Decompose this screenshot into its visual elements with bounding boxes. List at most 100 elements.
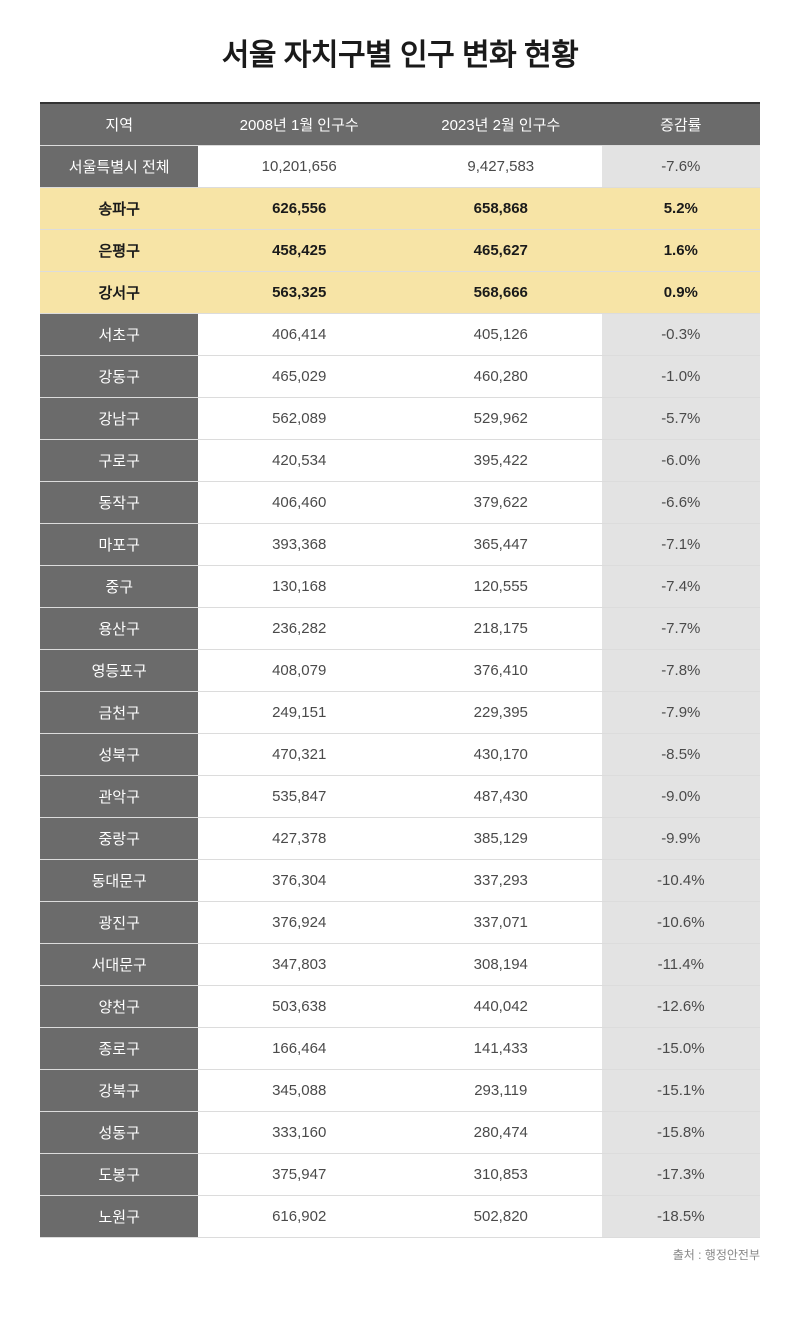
cell-change: -17.3% — [602, 1153, 760, 1195]
table-row: 은평구458,425465,6271.6% — [40, 229, 760, 271]
table-row: 도봉구375,947310,853-17.3% — [40, 1153, 760, 1195]
cell-pop2008: 249,151 — [198, 691, 400, 733]
cell-change: -9.9% — [602, 817, 760, 859]
cell-pop2023: 460,280 — [400, 355, 602, 397]
cell-pop2023: 120,555 — [400, 565, 602, 607]
cell-region: 도봉구 — [40, 1153, 198, 1195]
cell-region: 영등포구 — [40, 649, 198, 691]
cell-region: 성동구 — [40, 1111, 198, 1153]
cell-pop2008: 406,460 — [198, 481, 400, 523]
cell-region: 은평구 — [40, 229, 198, 271]
cell-pop2023: 337,293 — [400, 859, 602, 901]
cell-pop2008: 406,414 — [198, 313, 400, 355]
cell-pop2023: 376,410 — [400, 649, 602, 691]
cell-change: -7.7% — [602, 607, 760, 649]
cell-change: -15.0% — [602, 1027, 760, 1069]
cell-pop2008: 503,638 — [198, 985, 400, 1027]
cell-region: 마포구 — [40, 523, 198, 565]
cell-pop2008: 376,304 — [198, 859, 400, 901]
cell-region: 서울특별시 전체 — [40, 145, 198, 187]
cell-region: 중구 — [40, 565, 198, 607]
cell-change: -7.4% — [602, 565, 760, 607]
cell-region: 강북구 — [40, 1069, 198, 1111]
cell-region: 관악구 — [40, 775, 198, 817]
table-row: 양천구503,638440,042-12.6% — [40, 985, 760, 1027]
cell-change: 0.9% — [602, 271, 760, 313]
col-change: 증감률 — [602, 103, 760, 145]
cell-pop2023: 337,071 — [400, 901, 602, 943]
cell-change: -6.6% — [602, 481, 760, 523]
cell-change: -10.6% — [602, 901, 760, 943]
cell-pop2023: 293,119 — [400, 1069, 602, 1111]
cell-change: -15.8% — [602, 1111, 760, 1153]
source-label: 출처 : 행정안전부 — [40, 1246, 760, 1263]
table-row: 용산구236,282218,175-7.7% — [40, 607, 760, 649]
cell-change: -8.5% — [602, 733, 760, 775]
col-region: 지역 — [40, 103, 198, 145]
cell-region: 용산구 — [40, 607, 198, 649]
table-row: 강동구465,029460,280-1.0% — [40, 355, 760, 397]
table-row: 동작구406,460379,622-6.6% — [40, 481, 760, 523]
cell-pop2008: 166,464 — [198, 1027, 400, 1069]
cell-pop2008: 375,947 — [198, 1153, 400, 1195]
cell-change: -9.0% — [602, 775, 760, 817]
cell-pop2023: 465,627 — [400, 229, 602, 271]
cell-pop2008: 562,089 — [198, 397, 400, 439]
table-row: 중구130,168120,555-7.4% — [40, 565, 760, 607]
table-row: 성동구333,160280,474-15.8% — [40, 1111, 760, 1153]
header-row: 지역 2008년 1월 인구수 2023년 2월 인구수 증감률 — [40, 103, 760, 145]
cell-pop2023: 568,666 — [400, 271, 602, 313]
population-table: 지역 2008년 1월 인구수 2023년 2월 인구수 증감률 서울특별시 전… — [40, 102, 760, 1238]
cell-pop2023: 229,395 — [400, 691, 602, 733]
col-pop2023: 2023년 2월 인구수 — [400, 103, 602, 145]
cell-region: 종로구 — [40, 1027, 198, 1069]
table-row: 금천구249,151229,395-7.9% — [40, 691, 760, 733]
col-pop2008: 2008년 1월 인구수 — [198, 103, 400, 145]
cell-region: 강서구 — [40, 271, 198, 313]
cell-pop2023: 440,042 — [400, 985, 602, 1027]
cell-pop2008: 393,368 — [198, 523, 400, 565]
table-row: 서대문구347,803308,194-11.4% — [40, 943, 760, 985]
table-row: 구로구420,534395,422-6.0% — [40, 439, 760, 481]
table-row: 서초구406,414405,126-0.3% — [40, 313, 760, 355]
cell-change: -0.3% — [602, 313, 760, 355]
cell-region: 양천구 — [40, 985, 198, 1027]
cell-change: -10.4% — [602, 859, 760, 901]
cell-region: 서초구 — [40, 313, 198, 355]
cell-change: -6.0% — [602, 439, 760, 481]
table-row: 강남구562,089529,962-5.7% — [40, 397, 760, 439]
table-row: 서울특별시 전체10,201,6569,427,583-7.6% — [40, 145, 760, 187]
table-row: 영등포구408,079376,410-7.8% — [40, 649, 760, 691]
cell-pop2008: 563,325 — [198, 271, 400, 313]
cell-pop2008: 236,282 — [198, 607, 400, 649]
cell-pop2023: 405,126 — [400, 313, 602, 355]
cell-pop2023: 218,175 — [400, 607, 602, 649]
cell-pop2023: 487,430 — [400, 775, 602, 817]
cell-pop2008: 458,425 — [198, 229, 400, 271]
cell-change: -11.4% — [602, 943, 760, 985]
cell-change: 5.2% — [602, 187, 760, 229]
cell-region: 동대문구 — [40, 859, 198, 901]
cell-region: 중랑구 — [40, 817, 198, 859]
cell-pop2023: 658,868 — [400, 187, 602, 229]
cell-pop2008: 470,321 — [198, 733, 400, 775]
cell-pop2023: 280,474 — [400, 1111, 602, 1153]
cell-region: 동작구 — [40, 481, 198, 523]
cell-region: 성북구 — [40, 733, 198, 775]
cell-pop2023: 385,129 — [400, 817, 602, 859]
table-row: 마포구393,368365,447-7.1% — [40, 523, 760, 565]
cell-pop2023: 430,170 — [400, 733, 602, 775]
cell-change: 1.6% — [602, 229, 760, 271]
cell-pop2023: 310,853 — [400, 1153, 602, 1195]
cell-change: -7.9% — [602, 691, 760, 733]
cell-region: 서대문구 — [40, 943, 198, 985]
table-row: 성북구470,321430,170-8.5% — [40, 733, 760, 775]
cell-region: 노원구 — [40, 1195, 198, 1237]
cell-pop2008: 616,902 — [198, 1195, 400, 1237]
cell-pop2008: 626,556 — [198, 187, 400, 229]
cell-change: -7.1% — [602, 523, 760, 565]
table-row: 강북구345,088293,119-15.1% — [40, 1069, 760, 1111]
cell-change: -5.7% — [602, 397, 760, 439]
table-row: 관악구535,847487,430-9.0% — [40, 775, 760, 817]
cell-pop2008: 408,079 — [198, 649, 400, 691]
